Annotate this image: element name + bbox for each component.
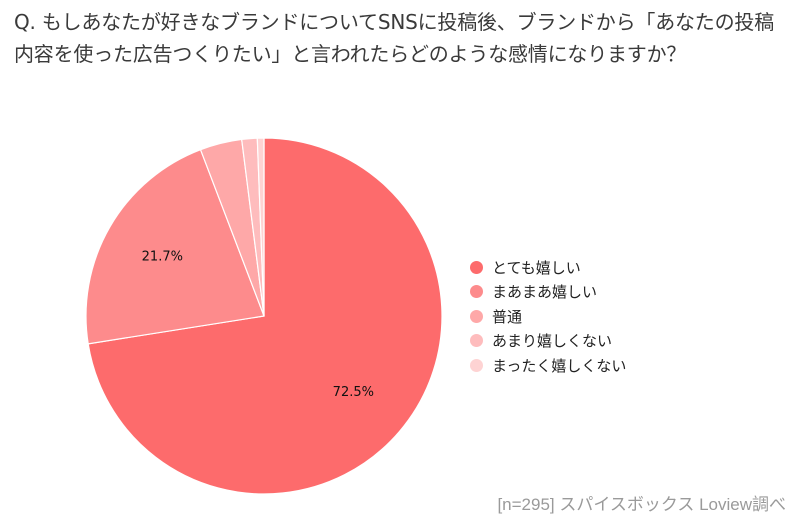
pie-slice-2 bbox=[85, 148, 265, 345]
legend-label-1: とても嬉しい bbox=[492, 258, 581, 277]
legend-label-4: あまり嬉しくない bbox=[492, 332, 613, 351]
slice-data-label-2: 21.7% bbox=[142, 250, 183, 265]
legend-item-2: まあまあ嬉しい bbox=[470, 280, 626, 305]
legend-swatch-2 bbox=[470, 285, 483, 299]
pie-slice-1 bbox=[87, 137, 443, 495]
legend-swatch-3 bbox=[470, 309, 483, 323]
legend-swatch-4 bbox=[470, 334, 483, 348]
legend-item-1: とても嬉しい bbox=[470, 255, 626, 280]
legend-item-3: 普通 bbox=[470, 304, 626, 329]
chart-legend: とても嬉しい まあまあ嬉しい 普通あまり嬉しくない まったく嬉しくない bbox=[470, 255, 626, 378]
source-note: [n=295] スパイスボックス Loview調べ bbox=[497, 495, 786, 514]
legend-item-5: まったく嬉しくない bbox=[470, 353, 626, 378]
slice-data-label-1: 72.5% bbox=[333, 385, 374, 400]
legend-label-2: まあまあ嬉しい bbox=[492, 283, 598, 302]
pie-slice-5 bbox=[256, 137, 265, 317]
legend-item-4: あまり嬉しくない bbox=[470, 329, 626, 354]
legend-swatch-1 bbox=[470, 260, 483, 274]
legend-swatch-5 bbox=[470, 358, 483, 372]
legend-label-5: まったく嬉しくない bbox=[492, 356, 627, 375]
legend-label-3: 普通 bbox=[492, 307, 523, 326]
question-title: Q. もしあなたが好きなブランドについてSNSに投稿後、ブランドから「あなたの投… bbox=[14, 10, 775, 66]
